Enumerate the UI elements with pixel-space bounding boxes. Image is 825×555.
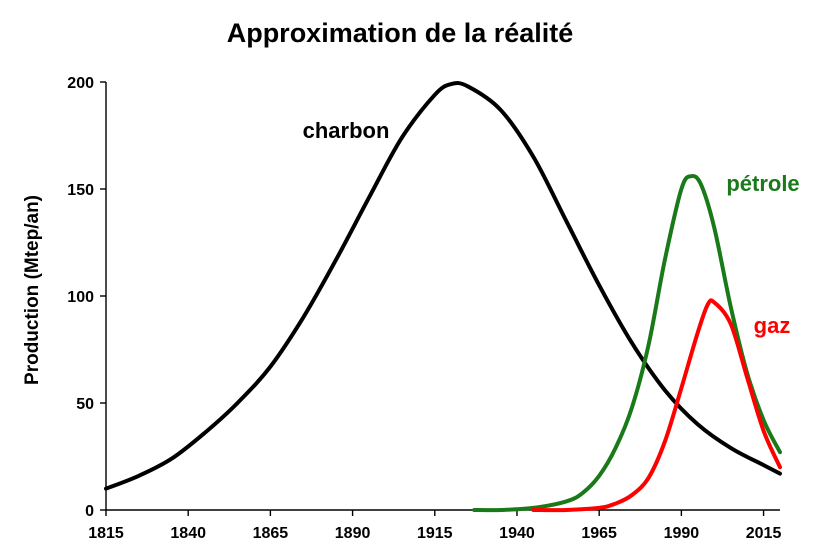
y-axis-label: Production (Mtep/an) <box>22 195 43 385</box>
y-tick-label: 50 <box>76 396 94 413</box>
x-tick-label: 1940 <box>499 525 535 542</box>
series-curves <box>104 81 782 513</box>
y-tick-label: 100 <box>67 289 94 306</box>
x-tick-label: 1915 <box>417 525 453 542</box>
y-tick-label: 200 <box>67 75 94 92</box>
chart-title: Approximation de la réalité <box>227 18 574 48</box>
x-tick-label: 1815 <box>88 525 124 542</box>
series-label-gaz: gaz <box>754 313 791 338</box>
y-tick-label: 0 <box>85 503 94 520</box>
y-ticks: 0 50 100 150 200 <box>67 75 106 520</box>
x-tick-label: 1865 <box>253 525 289 542</box>
x-tick-label: 1990 <box>664 525 700 542</box>
x-tick-label: 1890 <box>335 525 371 542</box>
series-label-petrole: pétrole <box>726 171 799 196</box>
charbon-curve <box>104 81 782 491</box>
gaz-curve <box>531 298 782 513</box>
x-ticks: 1815 1840 1865 1890 1915 1940 1965 1990 2015 <box>88 510 781 542</box>
x-tick-label: 1965 <box>581 525 617 542</box>
x-tick-label: 1840 <box>170 525 206 542</box>
series-label-charbon: charbon <box>303 118 390 143</box>
x-tick-label: 2015 <box>746 525 782 542</box>
petrole-curve <box>472 173 782 513</box>
y-tick-label: 150 <box>67 182 94 199</box>
